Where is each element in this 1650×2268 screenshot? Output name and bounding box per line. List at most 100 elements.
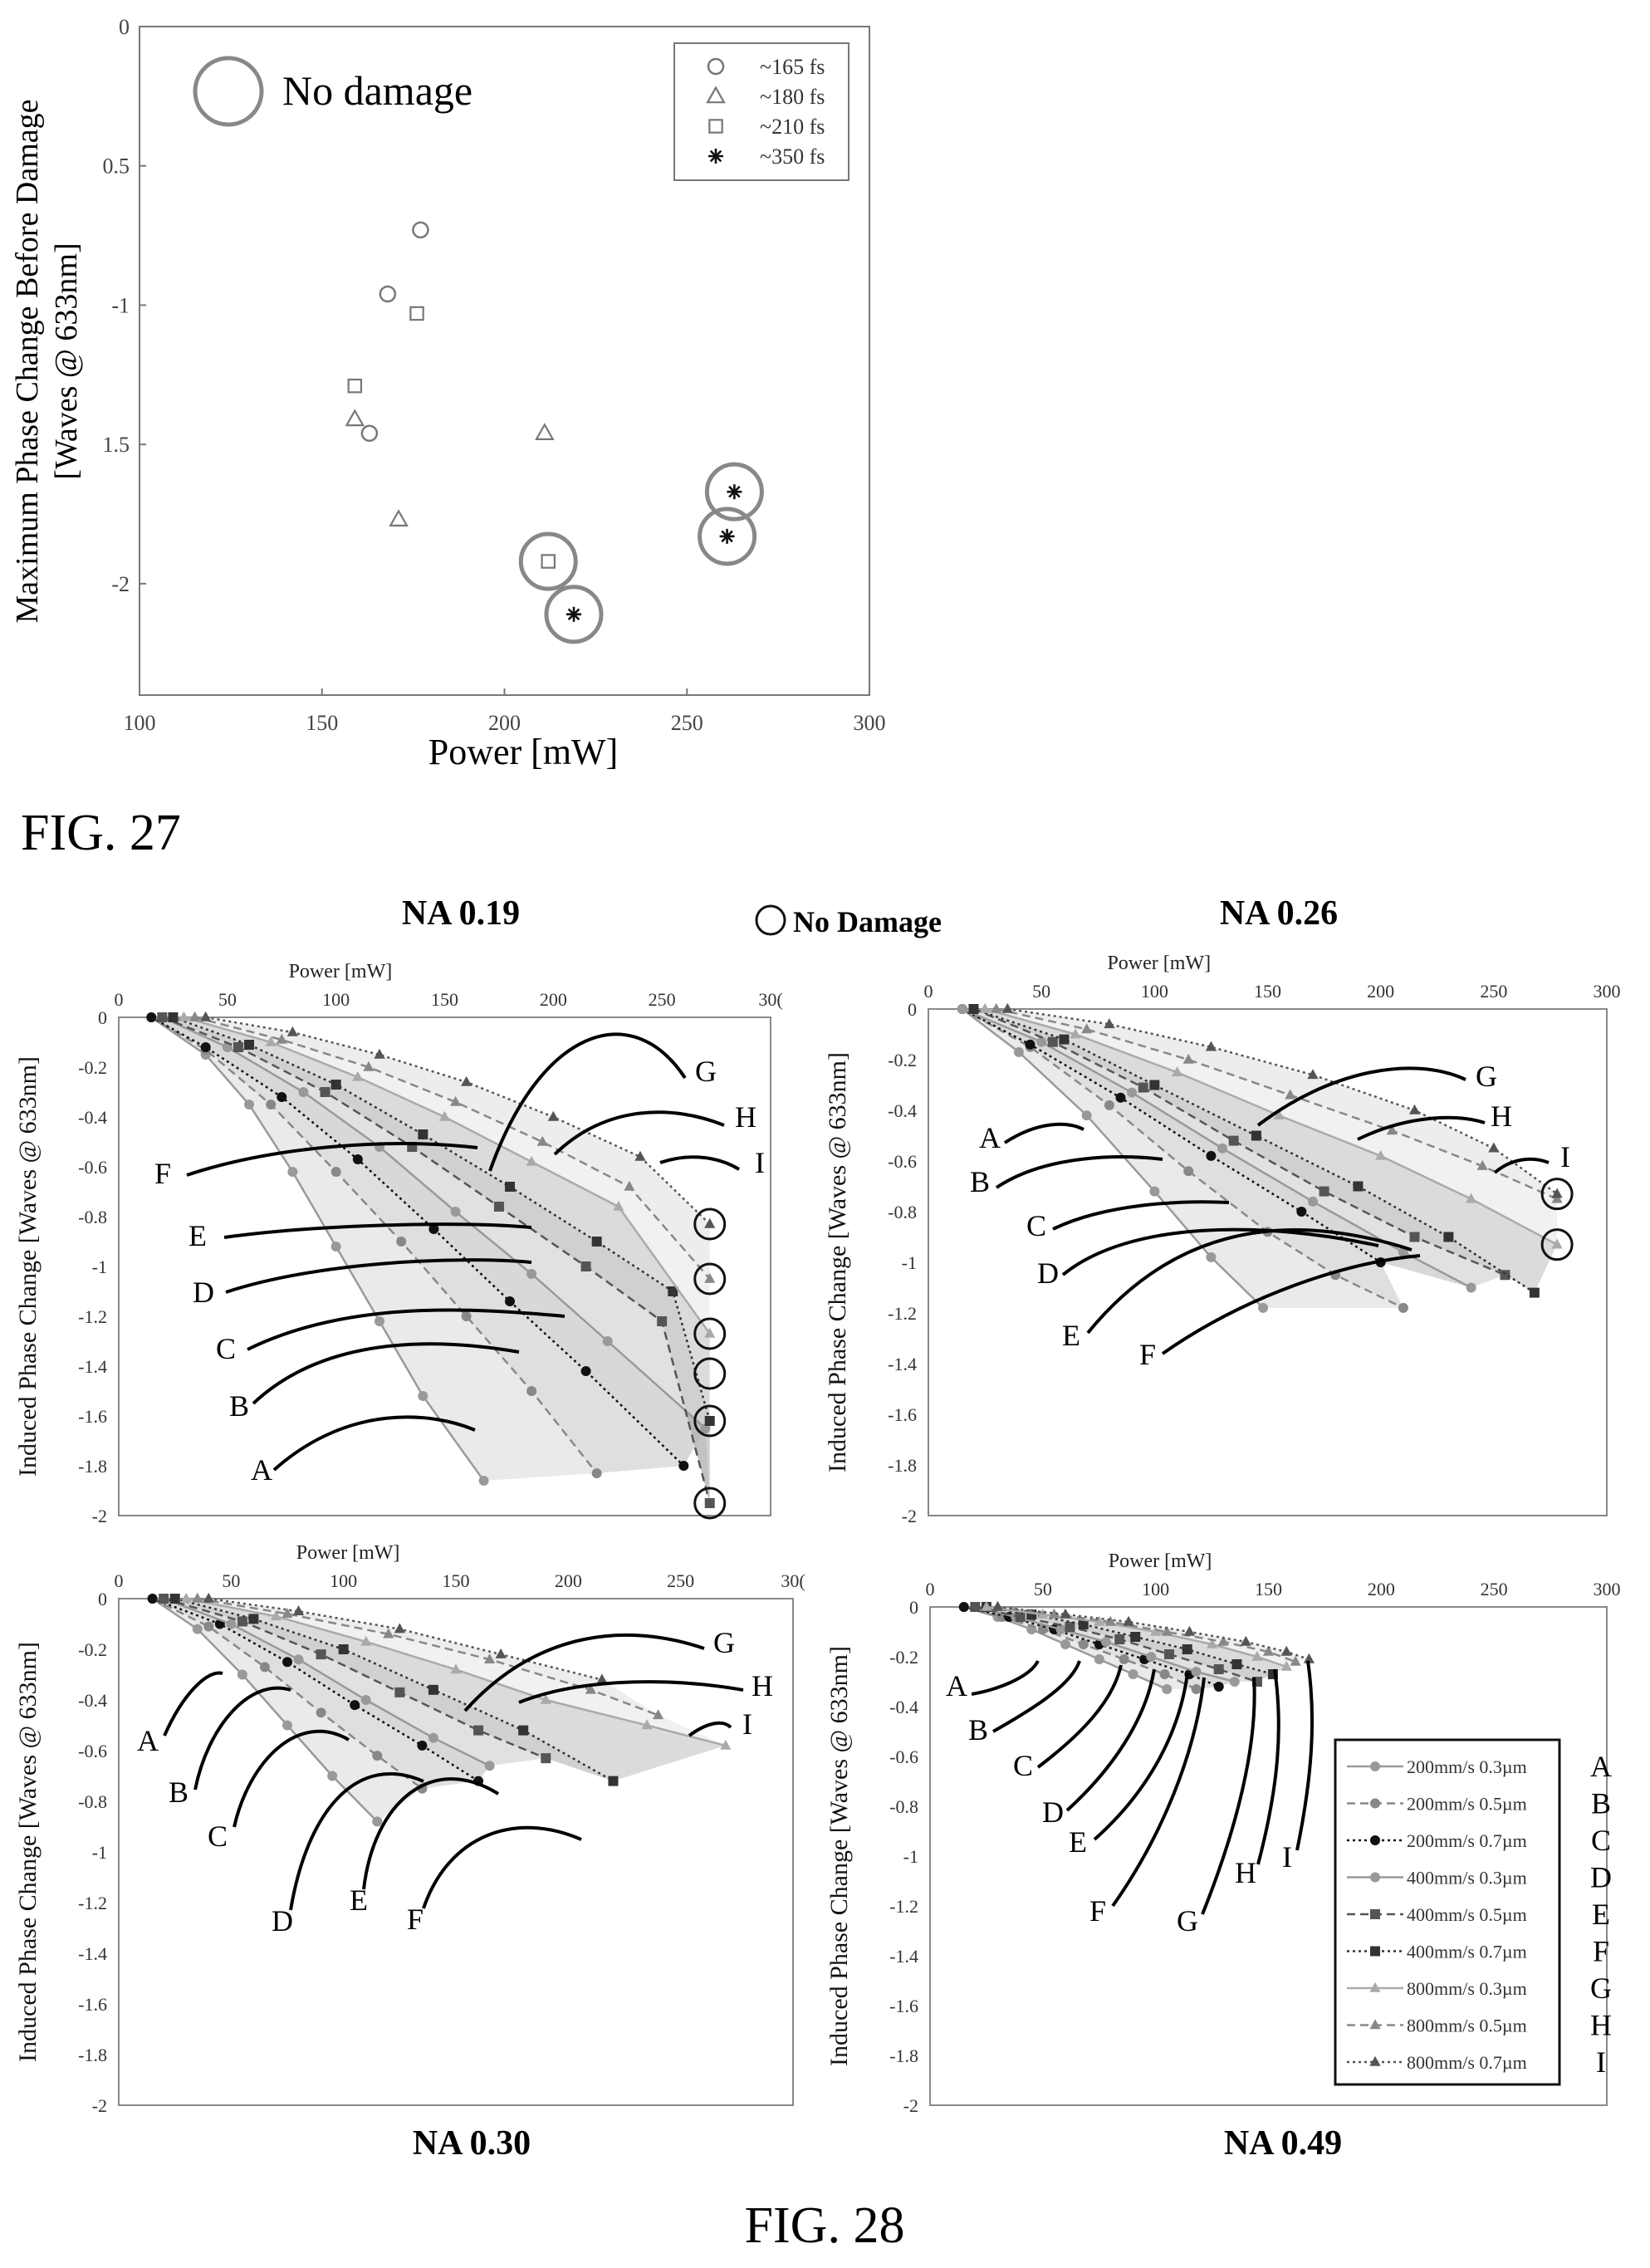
na019-series-B-point: [330, 1167, 341, 1177]
na030-x-axis-label: Power [mW]: [296, 1542, 400, 1564]
na049-callout-label-A: A: [946, 1669, 967, 1702]
na030-series-C-point: [282, 1657, 292, 1668]
fig27-y-tick-label: -2: [111, 572, 130, 596]
na049-legend-label: 200mm/s 0.3µm: [1407, 1756, 1527, 1777]
fig27-legend-label: ~165 fs: [760, 55, 825, 79]
na030-band: [152, 1599, 423, 1822]
na049-series-G-point: [1094, 1615, 1105, 1626]
na026-series-G-point: [979, 1002, 991, 1013]
na049-series-F-point: [1078, 1619, 1089, 1629]
na019-series-G-point: [704, 1327, 716, 1338]
na049-series-B-point: [1191, 1684, 1202, 1694]
na019-series-D-point: [450, 1207, 461, 1217]
na026-series-I-point: [1001, 1002, 1013, 1013]
na019-no-damage-ring: [693, 1207, 727, 1241]
na026-callout-line-I: [1493, 1157, 1550, 1174]
na049-callout-line-A: [971, 1659, 1040, 1696]
na049-callout-line-E: [1093, 1673, 1189, 1841]
na026-y-tick-label: -2: [902, 1506, 917, 1526]
na030-series-G-point: [641, 1719, 653, 1730]
na030-series-H-point: [653, 1709, 664, 1720]
na030-callout-label-H: H: [752, 1669, 773, 1702]
na019-series-B-point: [396, 1237, 407, 1247]
na019-x-tick-label: 200: [540, 989, 567, 1010]
na030-y-tick-label: -1.4: [78, 1943, 107, 1964]
na019-callout-line-E: [223, 1222, 532, 1239]
na049-series-F-point: [1182, 1644, 1192, 1654]
fig27-y-tick-label: 0.5: [103, 154, 130, 179]
fig27-data-point: [389, 509, 409, 527]
na049-callout-line-C: [1036, 1664, 1123, 1769]
na019-series-A-line: [150, 1016, 485, 1482]
na030-series-H-point: [585, 1683, 596, 1694]
na049-legend-label: 400mm/s 0.5µm: [1407, 1904, 1527, 1925]
na026-series-I-point: [1205, 1041, 1217, 1051]
fig27-legend-marker: [706, 86, 726, 104]
na049-x-tick-label: 0: [926, 1579, 935, 1599]
na026-no-damage-ring: [1540, 1228, 1574, 1261]
na049-series-F-point: [1130, 1632, 1141, 1642]
na019-series-E-line: [161, 1016, 711, 1504]
na026-x-tick-label: 100: [1141, 981, 1168, 1002]
na019-series-A-point: [287, 1167, 298, 1177]
fig27-y-axis-label-line1: Maximum Phase Change Before Damage: [10, 99, 45, 623]
na026-callout-line-F: [1161, 1254, 1421, 1355]
na026-series-H-point: [1285, 1089, 1296, 1100]
na026-callout-label-H: H: [1491, 1100, 1512, 1133]
na026-y-axis-label: Induced Phase Change [Waves @ 633nm]: [824, 1052, 851, 1472]
na049-series-E-point: [1213, 1664, 1224, 1674]
na026-series-G-point: [1273, 1109, 1285, 1119]
na026-series-E-point: [1500, 1270, 1510, 1281]
na049-callout-label-B: B: [968, 1713, 988, 1746]
na030-x-tick-label: 30(: [781, 1570, 805, 1591]
na049-legend-letter: E: [1592, 1898, 1610, 1931]
na026-series-H-point: [1182, 1053, 1194, 1064]
fig27-y-ticks: 0 0.5 -1 1.5 -2: [103, 15, 146, 596]
na030-callout-line-C: [233, 1729, 350, 1828]
na019-series-C-point: [505, 1296, 515, 1306]
na019-y-tick-label: -2: [92, 1506, 107, 1526]
na026-series-F-point: [968, 1004, 979, 1014]
na019-series-H-point: [449, 1095, 462, 1106]
na019-series-G-point: [613, 1200, 624, 1211]
na030-series-H-point: [484, 1653, 496, 1663]
na049-callout-label-E: E: [1069, 1825, 1087, 1859]
na019-series-E-point: [320, 1087, 330, 1097]
fig27-data-point-stroke: [728, 485, 741, 498]
fig27-no-damage-ring: [544, 585, 604, 644]
na026-x-tick-label: 0: [924, 981, 933, 1002]
na030-band: [186, 1599, 726, 1746]
na030-series-A-line: [151, 1597, 379, 1823]
na026-x-tick-label: 50: [1032, 981, 1050, 1002]
na030-series-A-point: [282, 1720, 292, 1731]
na019-series-F-line: [172, 1016, 711, 1422]
na049-chart: Power [mW] 0 50 100 150 200 250 300 0 -0.2 -0.4 -0.…: [825, 1550, 1621, 2116]
na019-series-F-point: [168, 1012, 179, 1022]
na049-legend-label: 200mm/s 0.7µm: [1407, 1830, 1527, 1851]
na019-series-D-line: [161, 1016, 707, 1429]
na026-x-axis-label: Power [mW]: [1107, 953, 1211, 974]
na049-x-axis-label: Power [mW]: [1109, 1550, 1212, 1572]
na049-series-I-point: [1123, 1615, 1134, 1626]
na030-series-A-point: [327, 1771, 338, 1781]
na019-series-B-line: [150, 1016, 598, 1474]
na030-y-tick-label: -1.8: [78, 2045, 107, 2065]
na030-callout-label-D: D: [272, 1904, 293, 1937]
na026-series-D-point: [957, 1004, 967, 1014]
na026-y-tick-label: -1: [902, 1252, 917, 1273]
na049-legend-marker: [1369, 2055, 1381, 2066]
na019-series-A-point: [418, 1391, 428, 1401]
na026-series-C-point: [1025, 1039, 1036, 1050]
na030-callout-label-G: G: [713, 1626, 735, 1659]
na026-y-tick-label: -0.4: [888, 1100, 917, 1121]
na026-callout-line-G: [1256, 1066, 1466, 1127]
na030-series-G-point: [720, 1739, 732, 1750]
na049-series-D-point: [1229, 1677, 1240, 1687]
na049-y-tick-label: 0: [909, 1597, 918, 1618]
na026-callout-line-A: [1003, 1122, 1084, 1144]
na049-x-tick-label: 100: [1142, 1579, 1169, 1599]
fig27-legend-marker: [708, 119, 723, 134]
fig27-legend-marker: [707, 57, 725, 76]
na049-series-B-point: [1037, 1624, 1048, 1634]
